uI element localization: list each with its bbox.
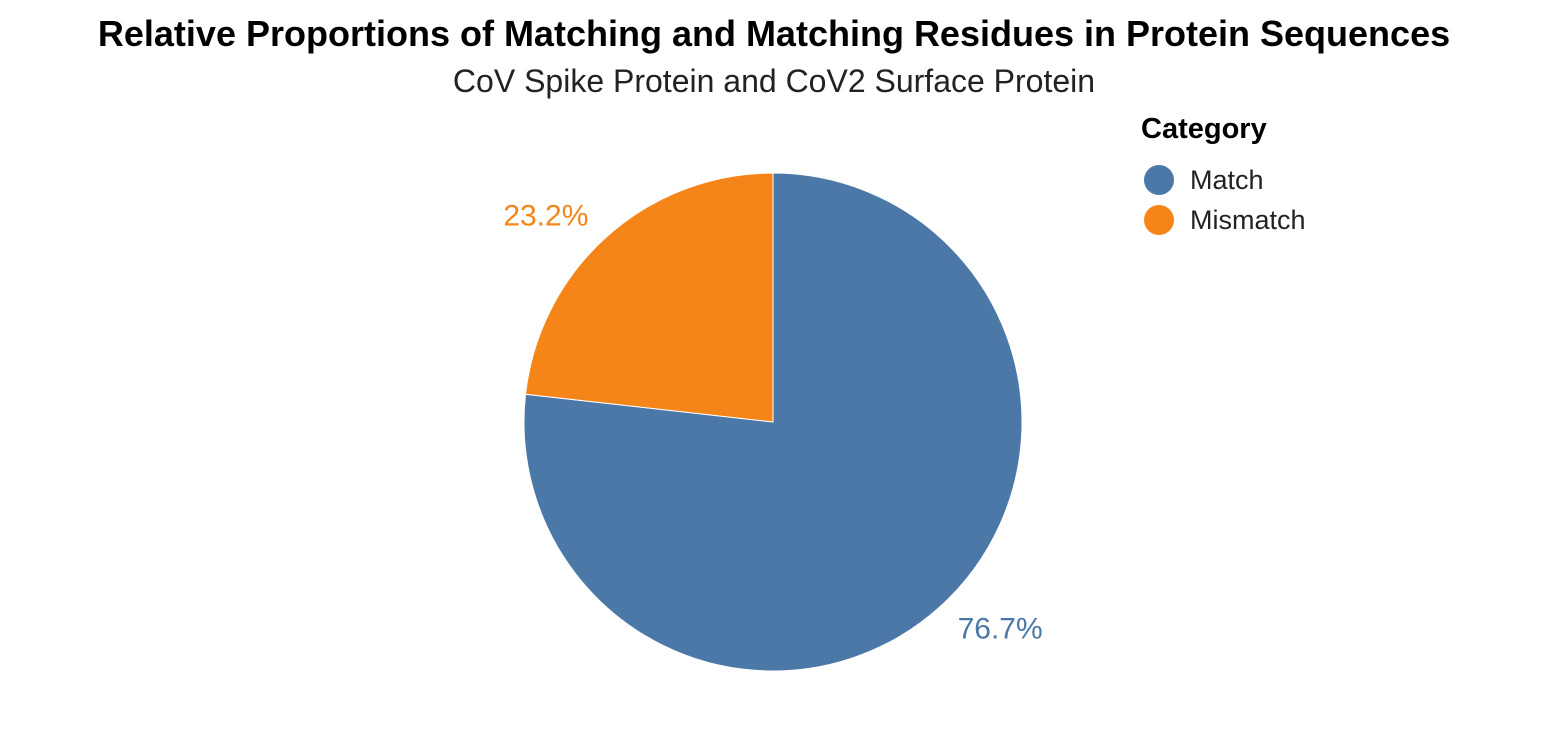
- pie-slices: [523, 172, 1023, 672]
- pie-slice-mismatch: [524, 172, 774, 423]
- chart-title: Relative Proportions of Matching and Mat…: [98, 13, 1450, 54]
- slice-label-match: 76.7%: [958, 613, 1043, 646]
- legend-label-mismatch: Mismatch: [1190, 205, 1306, 235]
- legend-swatch-mismatch: [1144, 205, 1174, 235]
- slice-labels: 76.7% 23.2%: [503, 200, 1042, 646]
- legend-label-match: Match: [1190, 165, 1264, 195]
- legend: Category Match Mismatch: [1141, 113, 1306, 235]
- legend-title: Category: [1141, 113, 1267, 145]
- legend-swatch-match: [1144, 165, 1174, 195]
- slice-label-mismatch: 23.2%: [503, 200, 588, 233]
- chart-subtitle: CoV Spike Protein and CoV2 Surface Prote…: [453, 63, 1095, 99]
- legend-items: Match Mismatch: [1144, 165, 1306, 235]
